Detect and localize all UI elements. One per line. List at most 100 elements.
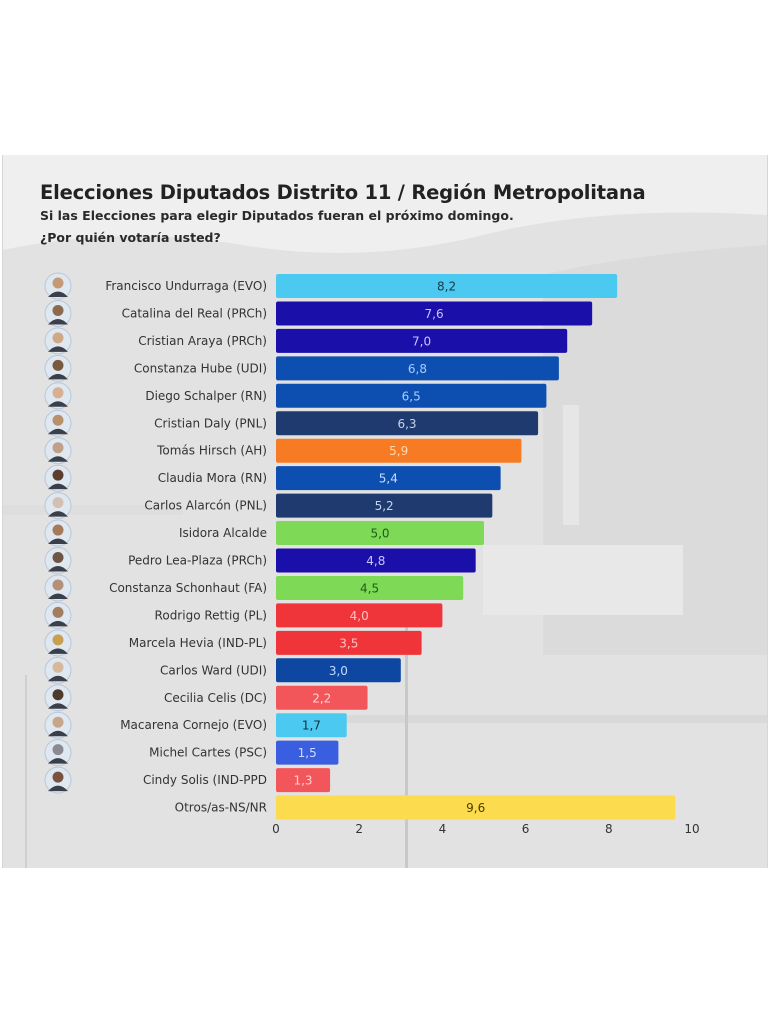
bar-row: Pedro Lea-Plaza (PRCh) 4,8 xyxy=(44,547,476,574)
bar-row: Cristian Daly (PNL) 6,3 xyxy=(44,409,539,437)
bar xyxy=(276,740,339,765)
x-tick-label: 6 xyxy=(522,822,530,836)
category-label: Carlos Alarcón (PNL) xyxy=(144,499,267,513)
candidate-avatar xyxy=(44,684,72,712)
bar-row: Carlos Ward (UDI) 3,0 xyxy=(44,656,401,684)
bar-row: Rodrigo Rettig (PL) 4,0 xyxy=(44,601,443,629)
category-label: Carlos Ward (UDI) xyxy=(160,663,267,677)
chart-subtitle-line1: Si las Elecciones para elegir Diputados … xyxy=(40,208,514,223)
x-tick-label: 4 xyxy=(439,822,447,836)
candidate-avatar xyxy=(44,354,72,382)
bar-row: Cristian Araya (PRCh) 7,0 xyxy=(44,327,568,355)
candidate-avatar xyxy=(44,574,72,602)
candidate-avatar xyxy=(44,711,72,739)
candidate-avatar xyxy=(44,272,72,300)
chart-subtitle-line2: ¿Por quién votaría usted? xyxy=(40,230,221,245)
category-label: Francisco Undurraga (EVO) xyxy=(105,279,267,293)
candidate-avatar xyxy=(44,464,72,492)
value-label: 2,2 xyxy=(312,691,331,705)
bar-row: Constanza Schonhaut (FA) 4,5 xyxy=(44,574,464,602)
candidate-avatar xyxy=(44,739,72,767)
bar xyxy=(276,383,547,408)
bar xyxy=(276,466,501,491)
candidate-avatar xyxy=(44,299,72,327)
candidate-avatar xyxy=(44,547,72,574)
category-label: Catalina del Real (PRCh) xyxy=(122,306,267,320)
candidate-avatar xyxy=(44,382,72,410)
x-tick-label: 10 xyxy=(684,822,699,836)
bar-row: Francisco Undurraga (EVO) 8,2 xyxy=(44,272,618,300)
category-label: Rodrigo Rettig (PL) xyxy=(155,608,267,622)
value-label: 5,9 xyxy=(389,444,408,458)
bar xyxy=(276,630,422,655)
bar xyxy=(276,521,484,546)
bar xyxy=(276,438,522,463)
bar xyxy=(276,795,676,820)
bar-row: Catalina del Real (PRCh) 7,6 xyxy=(44,299,593,327)
candidate-avatar xyxy=(44,409,72,437)
bar-row: Constanza Hube (UDI) 6,8 xyxy=(44,354,559,382)
bar-row: Cindy Solis (IND-PPD 1,3 xyxy=(44,766,331,794)
value-label: 9,6 xyxy=(466,801,485,815)
category-label: Diego Schalper (RN) xyxy=(145,389,267,403)
value-label: 5,0 xyxy=(370,527,389,541)
value-label: 4,0 xyxy=(350,609,369,623)
bar xyxy=(276,575,464,600)
category-label: Constanza Schonhaut (FA) xyxy=(109,581,267,595)
category-label: Cecilia Celis (DC) xyxy=(164,691,267,705)
value-label: 4,8 xyxy=(366,554,385,568)
value-label: 6,8 xyxy=(408,362,427,376)
value-label: 7,6 xyxy=(425,307,444,321)
category-label: Cindy Solis (IND-PPD xyxy=(143,773,267,787)
bar-row: Michel Cartes (PSC) 1,5 xyxy=(44,739,339,767)
value-label: 3,0 xyxy=(329,664,348,678)
bar xyxy=(276,328,568,353)
x-tick-label: 0 xyxy=(272,822,280,836)
value-label: 3,5 xyxy=(339,636,358,650)
candidate-avatar xyxy=(44,492,72,520)
bar-row: Claudia Mora (RN) 5,4 xyxy=(44,464,501,492)
category-label: Marcela Hevia (IND-PL) xyxy=(129,636,267,650)
bar xyxy=(276,713,347,738)
bar xyxy=(276,274,618,298)
category-label: Cristian Araya (PRCh) xyxy=(138,334,267,348)
bar-row: Tomás Hirsch (AH) 5,9 xyxy=(44,437,522,465)
category-label: Macarena Cornejo (EVO) xyxy=(120,718,267,732)
candidate-avatar xyxy=(44,629,72,657)
candidate-avatar xyxy=(44,327,72,355)
candidate-avatar xyxy=(44,519,72,547)
x-tick-label: 8 xyxy=(605,822,613,836)
bar-row: Carlos Alarcón (PNL) 5,2 xyxy=(44,492,493,520)
bar xyxy=(276,603,443,628)
bar-row: Diego Schalper (RN) 6,5 xyxy=(44,382,547,410)
category-label: Tomás Hirsch (AH) xyxy=(156,444,267,458)
bar-row: Otros/as-NS/NR 9,6 xyxy=(175,795,676,820)
value-label: 6,3 xyxy=(397,417,416,431)
bar xyxy=(276,493,493,518)
value-label: 1,7 xyxy=(302,719,321,733)
bar xyxy=(276,411,539,436)
candidate-avatar xyxy=(44,601,72,629)
bar-chart: Francisco Undurraga (EVO) 8,2 Catalina del… xyxy=(44,272,700,836)
value-label: 5,4 xyxy=(379,472,398,486)
category-label: Cristian Daly (PNL) xyxy=(154,416,267,430)
value-label: 7,0 xyxy=(412,334,431,348)
bar-row: Marcela Hevia (IND-PL) 3,5 xyxy=(44,629,422,657)
candidate-avatar xyxy=(44,437,72,465)
x-tick-label: 2 xyxy=(355,822,363,836)
bar-row: Cecilia Celis (DC) 2,2 xyxy=(44,684,368,712)
bar xyxy=(276,768,331,793)
category-label: Otros/as-NS/NR xyxy=(175,801,267,815)
category-label: Claudia Mora (RN) xyxy=(158,471,267,485)
candidate-avatar xyxy=(44,656,72,684)
chart-title: Elecciones Diputados Distrito 11 / Regió… xyxy=(40,181,646,204)
category-label: Isidora Alcalde xyxy=(179,526,267,540)
value-label: 5,2 xyxy=(375,499,394,513)
bar xyxy=(276,356,559,381)
bar-row: Isidora Alcalde 5,0 xyxy=(44,519,484,547)
chart-card: Elecciones Diputados Distrito 11 / Regió… xyxy=(2,155,768,868)
bar xyxy=(276,301,593,326)
candidate-avatar xyxy=(44,766,72,794)
value-label: 6,5 xyxy=(402,389,421,403)
value-label: 8,2 xyxy=(437,280,456,294)
